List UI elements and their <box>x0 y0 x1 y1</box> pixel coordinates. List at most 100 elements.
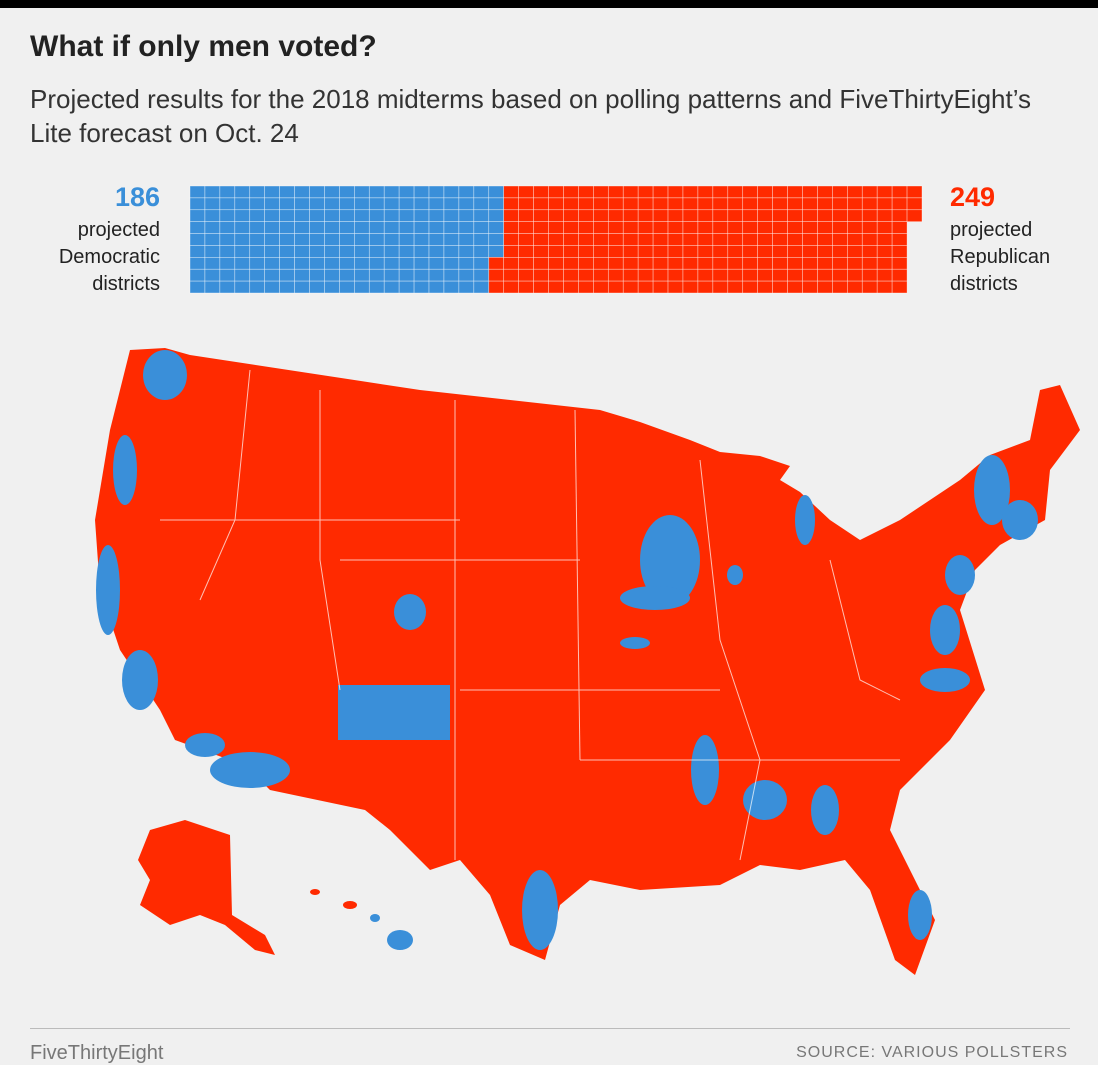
rep-cell <box>518 268 534 282</box>
rep-cell <box>847 268 863 282</box>
rep-cell <box>847 245 863 258</box>
dem-cell <box>309 268 325 282</box>
dem-cell <box>383 185 400 199</box>
dem-cell <box>488 209 505 222</box>
rep-cell <box>593 197 609 211</box>
dem-cell <box>324 280 340 294</box>
rep-cell <box>772 221 788 234</box>
rep-cell <box>802 209 818 222</box>
rep-cell <box>518 280 534 294</box>
dem-cell <box>354 209 370 222</box>
rep-cell <box>488 257 505 270</box>
dem-cell <box>264 197 280 211</box>
rep-cell <box>772 185 788 199</box>
dem-cell <box>443 209 460 222</box>
dem-cell <box>309 233 325 246</box>
dem-cell <box>324 221 340 234</box>
rep-cell <box>832 233 848 246</box>
dem-cell <box>234 280 251 294</box>
dem-cell <box>309 185 325 199</box>
rep-cell <box>563 280 579 294</box>
rep-cell <box>847 209 863 222</box>
dem-cell <box>383 209 400 222</box>
rep-cell <box>578 185 594 199</box>
dem-cell <box>428 257 445 270</box>
rep-cell <box>637 185 654 199</box>
rep-cell <box>593 268 609 282</box>
dem-cell <box>368 268 385 282</box>
dem-cell <box>279 280 295 294</box>
dem-cell <box>458 185 475 199</box>
rep-cell <box>563 233 579 246</box>
hawaii <box>310 889 320 895</box>
dem-cell <box>428 209 445 222</box>
rep-cell <box>742 257 758 270</box>
dem-cell <box>294 268 310 282</box>
rep-cell <box>832 245 848 258</box>
map <box>95 348 1080 975</box>
dem-cell <box>189 268 206 282</box>
rep-cell <box>757 185 773 199</box>
dem-cell <box>398 233 415 246</box>
rep-cell <box>832 280 848 294</box>
dem-cell <box>234 268 251 282</box>
rep-cell <box>861 245 878 258</box>
dem-cell <box>249 257 265 270</box>
dem-cell <box>354 197 370 211</box>
dem-cell <box>219 197 236 211</box>
rep-cell <box>712 209 729 222</box>
dem-cell <box>413 185 430 199</box>
dem-cell <box>249 233 265 246</box>
dem-cell <box>279 221 295 234</box>
rep-cell <box>817 185 833 199</box>
rep-cell <box>652 245 669 258</box>
dem-cell <box>413 233 430 246</box>
rep-cell <box>563 197 579 211</box>
rep-cell <box>533 268 549 282</box>
dem-cell <box>234 233 251 246</box>
rep-cell <box>548 233 564 246</box>
rep-cell <box>772 209 788 222</box>
dem-cell <box>189 233 206 246</box>
rep-cell <box>772 233 788 246</box>
dem-cell <box>309 209 325 222</box>
rep-cell <box>518 185 534 199</box>
rep-cell <box>607 268 624 282</box>
dem-cell <box>443 221 460 234</box>
rep-cell <box>802 257 818 270</box>
dem-cell <box>368 221 385 234</box>
dem-cell <box>398 245 415 258</box>
rep-cell <box>637 209 654 222</box>
dem-cell <box>249 280 265 294</box>
rep-cell <box>891 197 908 211</box>
dem-cell <box>249 221 265 234</box>
dem-cell <box>204 257 221 270</box>
dem-cell <box>309 197 325 211</box>
dem-cell <box>473 268 490 282</box>
dem-cell <box>234 221 251 234</box>
rep-cell <box>817 197 833 211</box>
rep-cell <box>622 185 639 199</box>
rep-cell <box>712 221 729 234</box>
dem-cell <box>398 268 415 282</box>
rep-cell <box>548 185 564 199</box>
rep-cell <box>578 197 594 211</box>
rep-cell <box>772 245 788 258</box>
dem-cell <box>383 233 400 246</box>
alaska <box>138 820 275 955</box>
rep-cell <box>757 257 773 270</box>
rep-cell <box>563 257 579 270</box>
rep-cell <box>876 280 893 294</box>
rep-cell <box>607 280 624 294</box>
dem-cell <box>473 280 490 294</box>
dem-cell <box>383 268 400 282</box>
rep-cell <box>817 280 833 294</box>
rep-cell <box>727 209 744 222</box>
dem-cell <box>473 185 490 199</box>
rep-cell <box>727 221 744 234</box>
dem-cell <box>488 245 505 258</box>
rep-cell <box>817 245 833 258</box>
rep-cell <box>891 233 908 246</box>
dem-cell <box>383 257 400 270</box>
